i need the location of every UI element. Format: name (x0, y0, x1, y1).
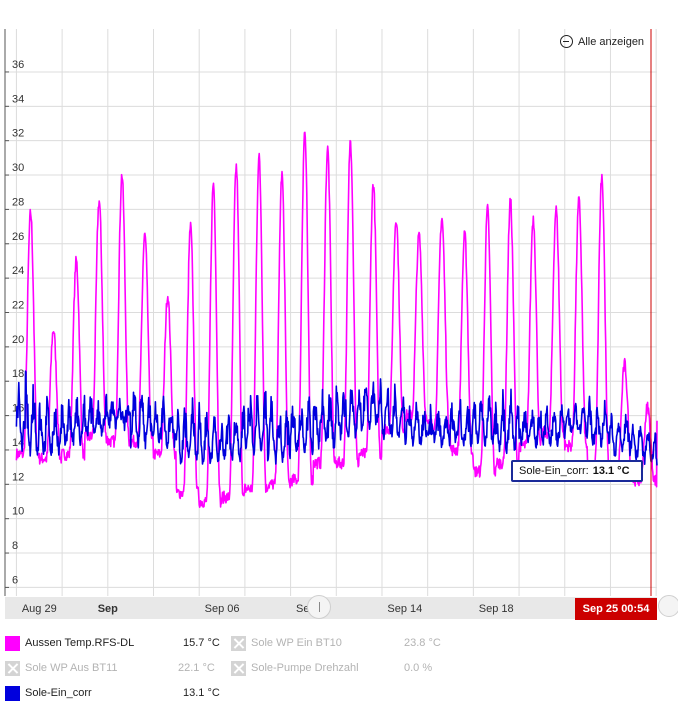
value-tooltip: Sole-Ein_corr: 13.1 °C (511, 460, 643, 482)
navigator-label: Sep 06 (205, 603, 240, 615)
navigator-current-time: Sep 25 00:54 (575, 598, 657, 620)
series-line-sole-ein-corr (15, 370, 658, 466)
legend-item-sole-wp-ein[interactable]: Sole WP Ein BT10 23.8 °C (231, 634, 461, 652)
y-tick-label: 22 (12, 300, 24, 312)
y-tick-label: 32 (12, 128, 24, 140)
legend-item-sole-wp-aus[interactable]: Sole WP Aus BT11 22.1 °C (5, 659, 235, 677)
tooltip-series-name: Sole-Ein_corr: (519, 465, 589, 477)
navigator-label: Sep 14 (387, 603, 422, 615)
disabled-x-icon (5, 660, 20, 676)
y-tick-label: 20 (12, 334, 24, 346)
legend-swatch (5, 685, 20, 701)
series-lines (15, 131, 658, 508)
legend-label: Sole-Ein_corr (25, 687, 92, 699)
y-tick-label: 6 (12, 574, 18, 586)
legend-value: 22.1 °C (178, 662, 215, 674)
legend-label: Sole WP Ein BT10 (251, 637, 342, 649)
show-all-button[interactable]: Alle anzeigen (560, 35, 644, 48)
navigator-left-handle[interactable] (307, 595, 331, 619)
navigator-bar[interactable] (5, 597, 657, 619)
zoom-out-icon (560, 35, 573, 48)
navigator-label: Sep (98, 603, 118, 615)
legend-value: 0.0 % (404, 662, 433, 674)
legend-label: Sole-Pumpe Drehzahl (251, 662, 359, 674)
y-tick-label: 28 (12, 196, 24, 208)
series-line-aussen-temp (15, 131, 658, 508)
legend-item-aussen-temp[interactable]: Aussen Temp.RFS-DL 15.7 °C (5, 634, 220, 652)
y-tick-label: 10 (12, 506, 24, 518)
navigator-label: Sep 18 (479, 603, 514, 615)
navigator-right-handle[interactable] (658, 595, 678, 617)
disabled-x-icon (231, 635, 246, 651)
legend-label: Aussen Temp.RFS-DL (25, 637, 135, 649)
legend-label: Sole WP Aus BT11 (25, 662, 118, 674)
legend-item-sole-ein-corr[interactable]: Sole-Ein_corr 13.1 °C (5, 684, 220, 702)
navigator-label: Aug 29 (22, 603, 57, 615)
legend-value: 15.7 °C (183, 637, 220, 649)
legend-item-sole-pumpe[interactable]: Sole-Pumpe Drehzahl 0.0 % (231, 659, 461, 677)
y-tick-label: 26 (12, 231, 24, 243)
legend: Aussen Temp.RFS-DL 15.7 °C Sole WP Ein B… (0, 634, 678, 711)
legend-swatch (5, 635, 20, 651)
y-tick-label: 36 (12, 59, 24, 71)
y-tick-label: 12 (12, 471, 24, 483)
legend-value: 23.8 °C (404, 637, 441, 649)
show-all-label: Alle anzeigen (578, 35, 645, 48)
y-tick-label: 18 (12, 368, 24, 380)
y-tick-label: 24 (12, 265, 24, 277)
y-tick-label: 34 (12, 93, 24, 105)
disabled-x-icon (231, 660, 246, 676)
y-tick-label: 30 (12, 162, 24, 174)
y-tick-label: 8 (12, 540, 18, 552)
tooltip-value: 13.1 °C (592, 465, 630, 477)
legend-value: 13.1 °C (183, 687, 220, 699)
